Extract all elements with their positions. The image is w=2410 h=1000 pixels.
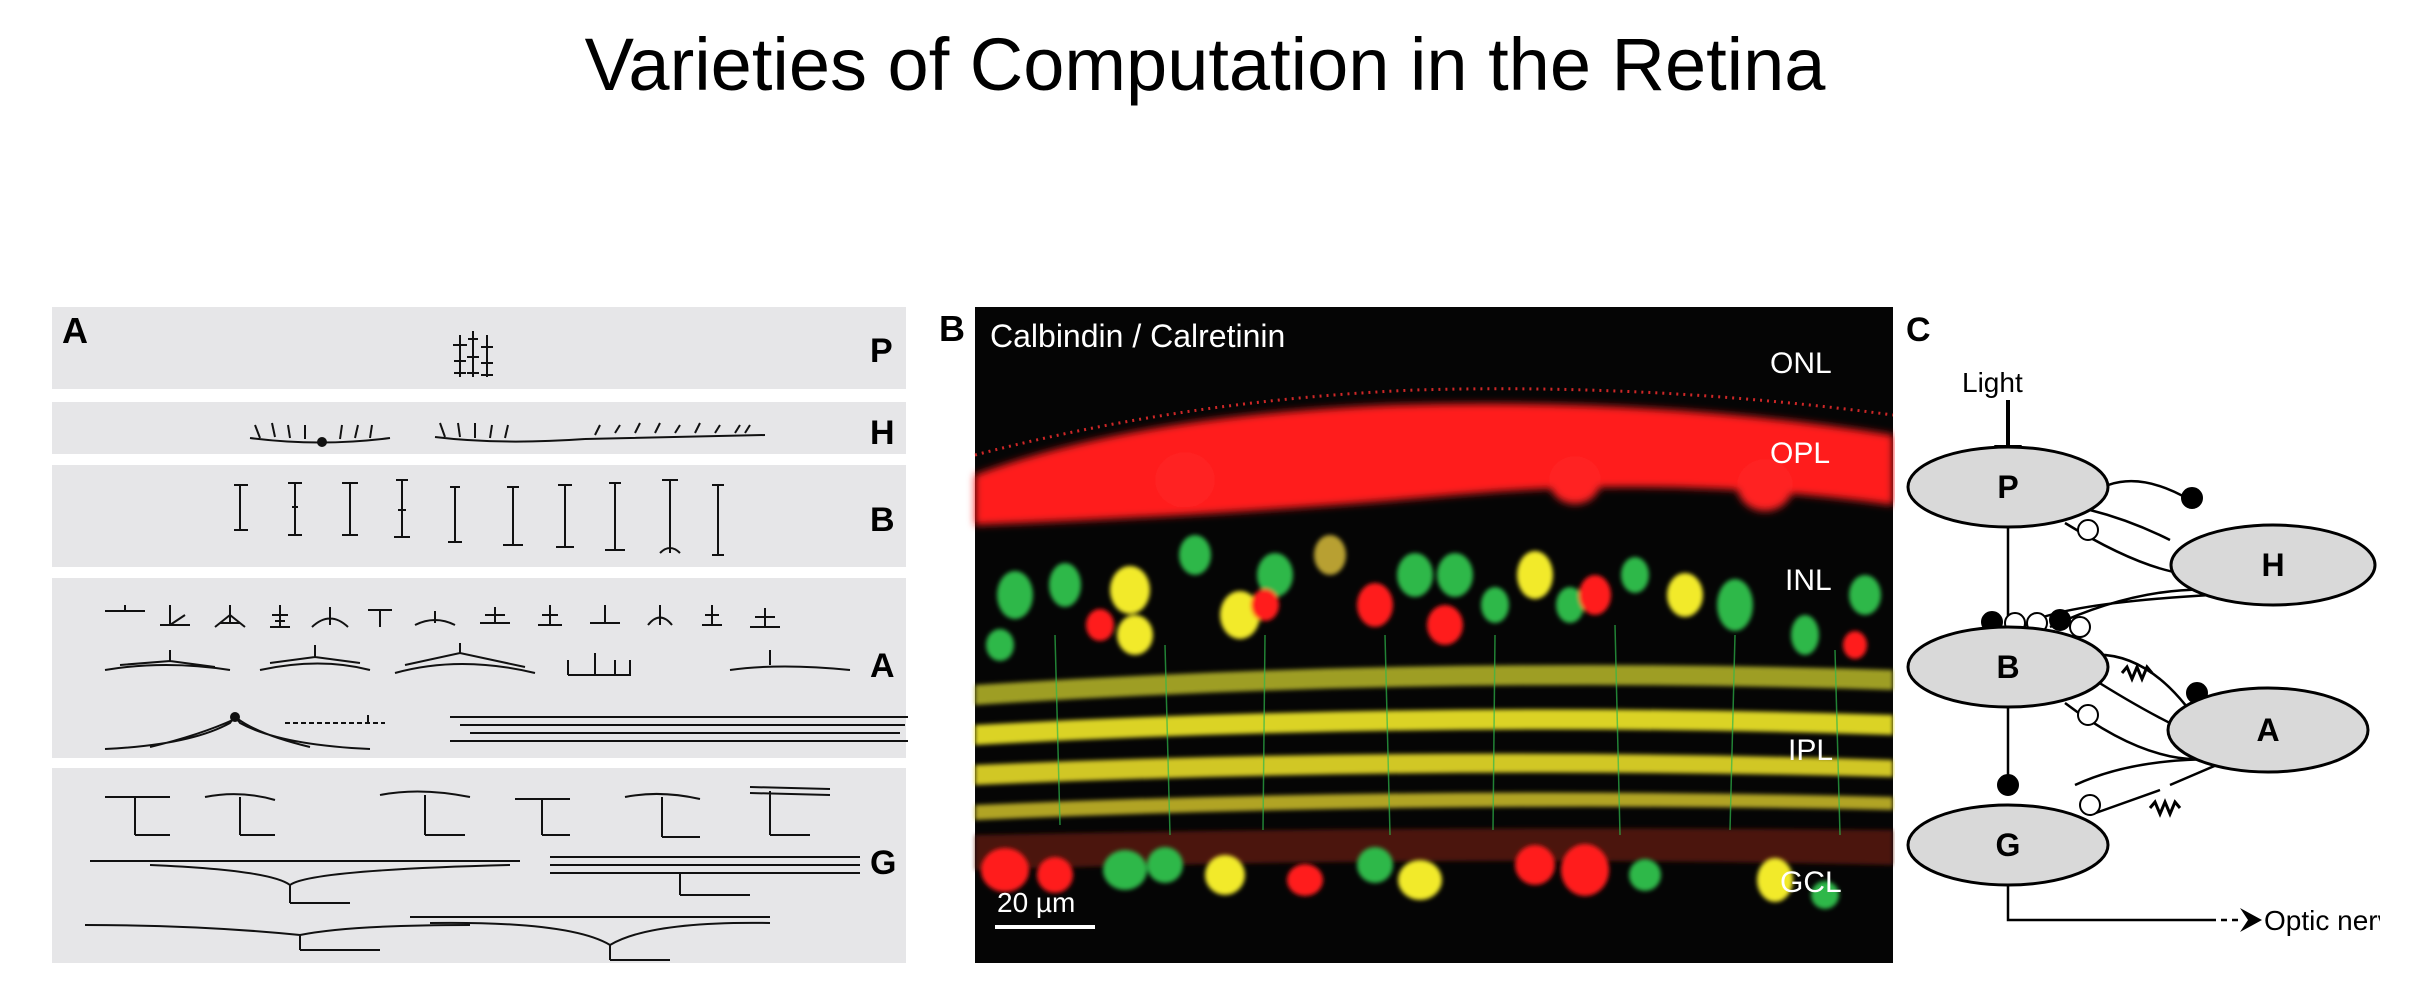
ipl-bands [975,665,1893,870]
svg-text:G: G [1996,827,2021,863]
svg-text:B: B [1996,649,2019,685]
row-label-h: H [870,414,895,452]
scale-bar [995,925,1095,929]
amacrine-cell-drawings [104,605,908,750]
panel-b-label: B [939,308,965,349]
layer-label-gcl: GCL [1780,866,1842,899]
ganglion-cell-drawings [84,786,860,961]
row-label-g: G [870,844,896,882]
node-p: P [1906,445,2110,529]
photoreceptor-drawings [453,331,493,377]
bipolar-cell-drawings [234,479,724,556]
layer-label-onl: ONL [1770,347,1832,380]
row-label-b: B [870,501,895,539]
panel-c-label: C [1906,311,1931,349]
slide-title: Varieties of Computation in the Retina [584,23,1826,106]
svg-text:P: P [1997,469,2018,505]
panel-a-neuron-types: A P H B A G [50,305,908,965]
opl-red-band [975,403,1893,525]
optic-nerve-arrowhead [2240,908,2262,932]
layer-label-inl: INL [1785,564,1832,597]
svg-text:H: H [2261,547,2284,583]
row-photoreceptors [52,307,906,389]
row-bipolar [52,465,906,567]
row-label-a: A [870,647,895,685]
ipl-fibers [1054,624,1841,836]
optic-nerve-label: Optic nerve [2264,905,2380,936]
svg-text:A: A [2256,712,2279,748]
horizontal-cell-drawings [249,422,766,447]
panel-c-circuit-diagram: C Light [1900,305,2380,945]
node-a: A [2166,686,2370,774]
row-amacrine [52,578,906,758]
panel-a-label: A [62,310,88,351]
inl-cell-bodies [986,535,1881,661]
panel-b-micrograph: B [935,305,1895,965]
row-label-p: P [870,332,893,370]
light-label: Light [1962,367,2023,398]
gcl-cell-bodies [981,844,1839,909]
row-horizontal [52,402,906,454]
node-h: H [2169,523,2377,607]
stain-label: Calbindin / Calretinin [990,318,1285,354]
node-g: G [1906,803,2110,887]
node-b: B [1906,625,2110,709]
scale-bar-label: 20 µm [997,887,1075,918]
layer-label-ipl: IPL [1788,734,1833,767]
layer-label-opl: OPL [1770,437,1830,470]
gap-junctions [2120,663,2182,818]
